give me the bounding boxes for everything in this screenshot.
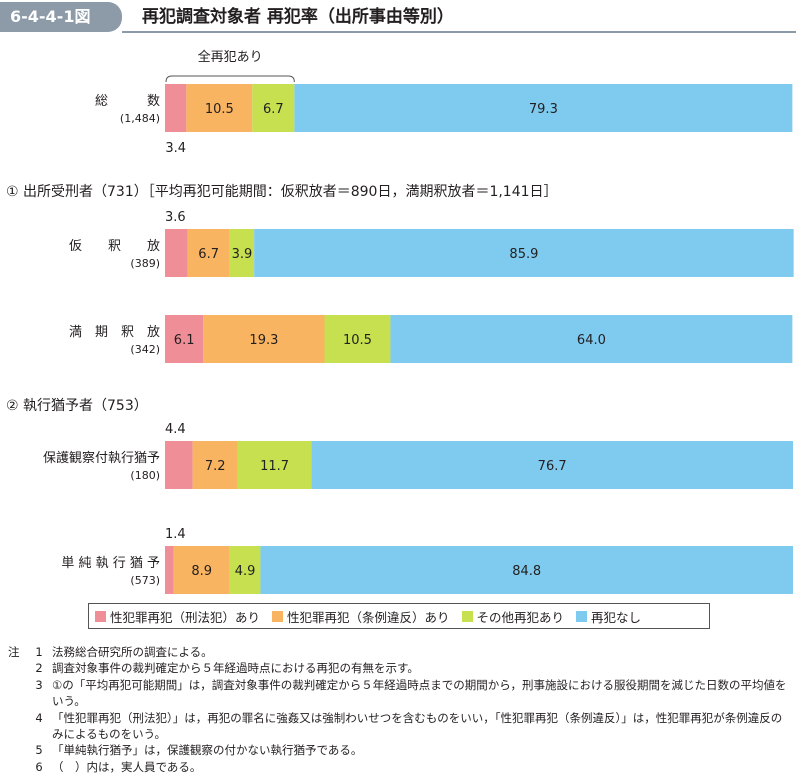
note-number: 6: [35, 759, 43, 774]
data-label: 84.8: [512, 564, 541, 579]
data-label: 10.5: [205, 102, 234, 117]
category-count: (1,484): [120, 112, 160, 125]
note-row: 5 「単純執行猶予」は，保護観察の付かない執行猶予である。: [8, 742, 792, 758]
category-label: 満 期 釈 放: [69, 325, 160, 340]
data-label: 76.7: [538, 459, 567, 474]
bar-segment: [229, 229, 255, 277]
note-number: 5: [35, 743, 43, 758]
category-label: 単 純 執 行 猶 予: [61, 555, 160, 571]
note-prefix: [8, 660, 26, 676]
data-label: 3.9: [232, 247, 253, 262]
note-text: 法務総合研究所の調査による。: [52, 645, 213, 659]
bar-segment: [165, 315, 204, 363]
note-number: 1: [35, 645, 43, 659]
note-number: 3: [35, 677, 43, 692]
bar-segment: [186, 84, 253, 132]
note-text: 調査対象事件の裁判確定から５年経過時点における再犯の有無を示す。: [52, 661, 419, 676]
section-header-2: ② 執行猶予者（753）: [6, 398, 148, 414]
header-rule: [122, 31, 796, 33]
legend-item-sex-penal: 性犯罪再犯（刑法犯）あり: [95, 607, 260, 626]
notes: 注 1 法務総合研究所の調査による。 2 調査対象事件の裁判確定から５年経過時点…: [8, 644, 792, 775]
stacked-bar-chart: ① 出所受刑者（731）［平均再犯可能期間：仮釈放者＝890日，満期釈放者＝1,…: [6, 49, 794, 594]
note-row: 4 「性犯罪再犯（刑法犯）」は，再犯の罪名に強姦又は強制わいせつを含むものをいい…: [8, 710, 792, 743]
bar-segment: [229, 546, 261, 594]
figure-number: 6-4-4-1図: [0, 2, 122, 32]
data-label: 1.4: [165, 527, 186, 542]
bar-segment: [311, 441, 793, 489]
legend-item-sex-ordinance: 性犯罪再犯（条例違反）あり: [272, 607, 450, 626]
note-prefix: [8, 710, 26, 743]
bracket: [165, 75, 295, 83]
note-text: ①の「平均再犯可能期間」は，調査対象事件の裁判確定から５年経過時点までの期間から…: [52, 677, 787, 709]
data-label: 3.6: [165, 210, 186, 225]
note-row: 2 調査対象事件の裁判確定から５年経過時点における再犯の有無を示す。: [8, 660, 792, 676]
bar-segment: [252, 84, 295, 132]
bar-segment: [165, 229, 188, 277]
data-label: 6.7: [263, 102, 284, 117]
legend-swatch-other: [461, 610, 473, 622]
bar-segment: [390, 315, 793, 363]
legend: 性犯罪再犯（刑法犯）あり 性犯罪再犯（条例違反）あり その他再犯あり 再犯なし: [88, 603, 710, 629]
bar-segment: [192, 441, 238, 489]
data-label: 19.3: [249, 333, 278, 348]
section-header-1: ① 出所受刑者（731）［平均再犯可能期間：仮釈放者＝890日，満期釈放者＝1,…: [6, 184, 558, 200]
legend-label-other: その他再犯あり: [476, 609, 565, 625]
bar-segment: [173, 546, 230, 594]
data-label: 6.7: [198, 247, 219, 262]
legend-swatch-sex-ordinance: [272, 610, 284, 622]
note-row: 6 （ ）内は，実人員である。: [8, 759, 792, 775]
legend-item-none: 再犯なし: [576, 607, 641, 626]
category-label: 総 数: [95, 94, 160, 109]
figure-title: 再犯調査対象者 再犯率（出所事由等別）: [142, 7, 454, 27]
legend-label-sex-ordinance: 性犯罪再犯（条例違反）あり: [287, 609, 450, 625]
legend-swatch-sex-penal: [95, 610, 106, 622]
data-label: 7.2: [205, 459, 226, 474]
note-text: 「性犯罪再犯（刑法犯）」は，再犯の罪名に強姦又は強制わいせつを含むものをいい，「…: [52, 710, 783, 742]
note-prefix: [8, 742, 26, 758]
bracket-label: 全再犯あり: [198, 49, 263, 65]
data-label: 4.4: [165, 422, 186, 437]
category-count: (573): [130, 574, 160, 587]
bar-segment: [165, 441, 193, 489]
data-label: 3.4: [165, 141, 186, 156]
data-label: 10.5: [343, 333, 372, 348]
note-number: 2: [35, 661, 43, 676]
data-label: 64.0: [577, 333, 606, 348]
legend-swatch-none: [576, 610, 588, 622]
category-label: 仮 釈 放: [69, 239, 160, 254]
note-text: （ ）内は，実人員である。: [52, 759, 202, 774]
note-number: 4: [35, 710, 43, 725]
note-prefix: [8, 677, 26, 710]
category-label: 保護観察付執行猶予: [43, 450, 160, 466]
bar-segment: [294, 84, 793, 132]
bar-segment: [260, 546, 793, 594]
data-label: 11.7: [260, 459, 289, 474]
bar-segment: [237, 441, 312, 489]
bar-segment: [324, 315, 391, 363]
category-count: (342): [130, 343, 160, 356]
figure-header: 6-4-4-1図 再犯調査対象者 再犯率（出所事由等別）: [0, 0, 796, 36]
bar-segment: [165, 546, 174, 594]
bar-segment: [187, 229, 230, 277]
category-count: (389): [130, 257, 160, 270]
note-prefix: 注: [8, 645, 20, 659]
legend-item-other: その他再犯あり: [461, 607, 565, 626]
category-count: (180): [130, 469, 160, 482]
bar-segment: [165, 84, 187, 132]
legend-label-sex-penal: 性犯罪再犯（刑法犯）あり: [110, 609, 261, 625]
note-prefix: [8, 759, 26, 775]
note-text: 「単純執行猶予」は，保護観察の付かない執行猶予である。: [52, 743, 363, 758]
data-label: 6.1: [174, 333, 195, 348]
note-row: 注 1 法務総合研究所の調査による。: [8, 644, 792, 660]
legend-label-none: 再犯なし: [591, 609, 642, 625]
data-label: 8.9: [191, 564, 212, 579]
data-label: 79.3: [529, 102, 558, 117]
data-label: 4.9: [235, 564, 256, 579]
bar-segment: [203, 315, 325, 363]
bar-segment: [254, 229, 794, 277]
note-row: 3 ①の「平均再犯可能期間」は，調査対象事件の裁判確定から５年経過時点までの期間…: [8, 677, 792, 710]
data-label: 85.9: [509, 247, 538, 262]
